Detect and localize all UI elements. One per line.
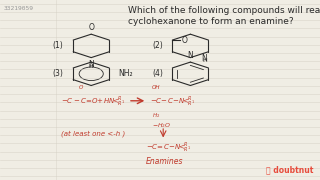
Text: O: O <box>78 85 83 90</box>
Text: (1): (1) <box>53 41 64 50</box>
Text: (at least one <-h ): (at least one <-h ) <box>61 130 125 136</box>
Text: $-C\!-\!C\!-\!N\!\!<\!\!^{R}_{R^1}$: $-C\!-\!C\!-\!N\!\!<\!\!^{R}_{R^1}$ <box>150 94 196 108</box>
Text: H: H <box>202 58 207 63</box>
Text: N: N <box>188 51 193 60</box>
Text: (4): (4) <box>152 69 163 78</box>
Text: N: N <box>88 60 94 69</box>
Text: NH₂: NH₂ <box>118 69 133 78</box>
Text: $H_2$: $H_2$ <box>152 112 160 120</box>
Text: H: H <box>89 64 93 69</box>
Text: OH: OH <box>152 85 161 90</box>
Text: Enamines: Enamines <box>146 158 183 166</box>
Text: $-C-C\!=\!O$: $-C-C\!=\!O$ <box>61 96 99 105</box>
Text: (2): (2) <box>152 41 163 50</box>
Text: Ⓓ doubtnut: Ⓓ doubtnut <box>266 166 314 175</box>
Text: Which of the following compounds will react with: Which of the following compounds will re… <box>128 6 320 15</box>
Text: cyclohexanone to form an enamine?: cyclohexanone to form an enamine? <box>128 17 294 26</box>
Text: O: O <box>182 36 188 45</box>
Text: (3): (3) <box>53 69 64 78</box>
Text: O: O <box>88 23 94 32</box>
Text: $+\,HN\!\!<\!\!^{R}_{R^1}$: $+\,HN\!\!<\!\!^{R}_{R^1}$ <box>96 94 125 108</box>
Text: 33219059: 33219059 <box>3 6 33 11</box>
Text: $-C\!=\!C\!-\!N\!\!<\!\!^{R}_{R^1}$: $-C\!=\!C\!-\!N\!\!<\!\!^{R}_{R^1}$ <box>146 141 191 154</box>
Text: $-H_2O$: $-H_2O$ <box>152 121 172 129</box>
Text: N: N <box>201 54 207 63</box>
